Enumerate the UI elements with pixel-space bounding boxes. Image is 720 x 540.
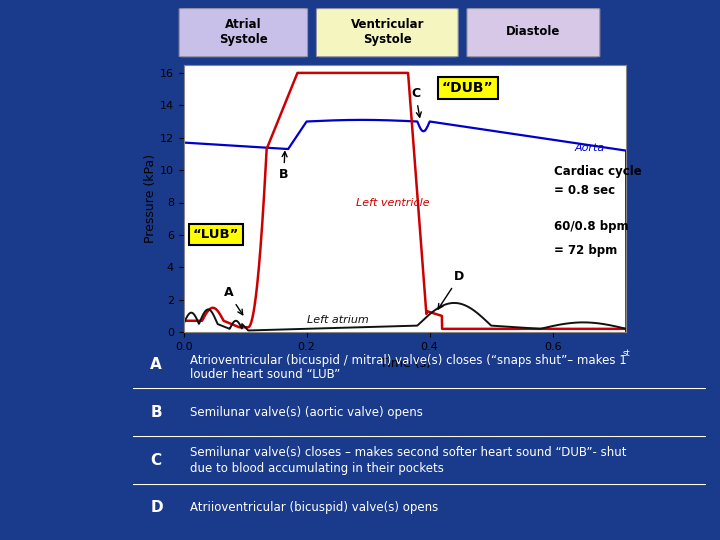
- Text: C: C: [411, 87, 421, 117]
- Text: = 0.8 sec: = 0.8 sec: [554, 185, 616, 198]
- FancyBboxPatch shape: [179, 9, 307, 57]
- Y-axis label: Pressure (kPa): Pressure (kPa): [144, 154, 157, 243]
- Text: Atrial
Systole: Atrial Systole: [219, 18, 268, 46]
- Text: 60/0.8 bpm: 60/0.8 bpm: [554, 220, 629, 233]
- Text: “DUB”: “DUB”: [442, 81, 493, 95]
- Text: B: B: [150, 404, 162, 420]
- Text: Aorta: Aorta: [574, 143, 604, 153]
- Text: A: A: [224, 286, 243, 315]
- Text: Left atrium: Left atrium: [307, 315, 369, 325]
- Text: Ventricular
Systole: Ventricular Systole: [351, 18, 424, 46]
- Text: Atrioventricular (bicuspid / mitral) valve(s) closes (“snaps shut”– makes 1: Atrioventricular (bicuspid / mitral) val…: [190, 354, 627, 367]
- Text: C: C: [150, 453, 161, 468]
- Text: Atriioventricular (bicuspid) valve(s) opens: Atriioventricular (bicuspid) valve(s) op…: [190, 502, 438, 515]
- FancyBboxPatch shape: [467, 9, 600, 57]
- Text: D: D: [438, 270, 464, 309]
- Text: D: D: [150, 501, 163, 516]
- Text: st: st: [623, 349, 630, 358]
- Text: Cardiac cycle: Cardiac cycle: [554, 165, 642, 178]
- Text: “LUB”: “LUB”: [193, 228, 239, 241]
- X-axis label: Time (s): Time (s): [379, 357, 431, 370]
- Text: Semilunar valve(s) closes – makes second softer heart sound “DUB”- shut
due to b: Semilunar valve(s) closes – makes second…: [190, 446, 627, 475]
- Text: A: A: [150, 356, 162, 372]
- Text: Diastole: Diastole: [506, 25, 561, 38]
- Text: louder heart sound “LUB”: louder heart sound “LUB”: [190, 368, 341, 381]
- Text: Left ventricle: Left ventricle: [356, 198, 429, 208]
- FancyBboxPatch shape: [316, 9, 458, 57]
- Text: Semilunar valve(s) (aortic valve) opens: Semilunar valve(s) (aortic valve) opens: [190, 406, 423, 419]
- Text: B: B: [279, 152, 289, 181]
- Text: = 72 bpm: = 72 bpm: [554, 244, 618, 257]
